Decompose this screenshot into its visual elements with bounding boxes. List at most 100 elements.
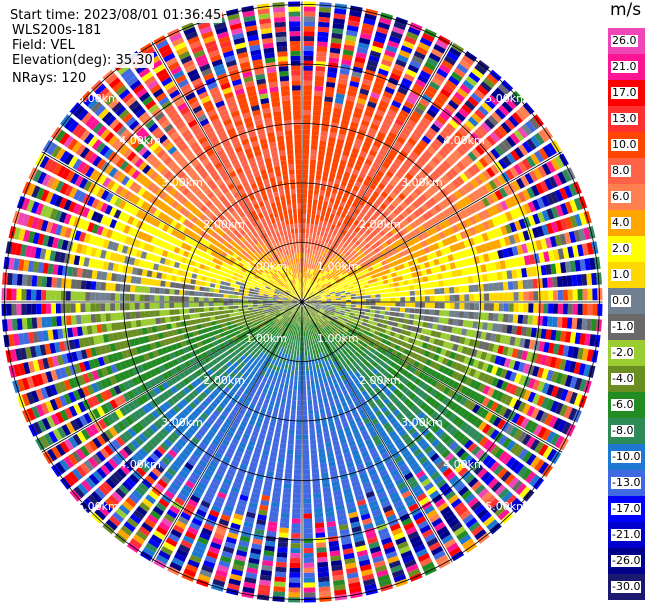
velocity-gate	[346, 502, 356, 509]
velocity-gate	[290, 324, 294, 330]
velocity-gate	[328, 218, 334, 224]
velocity-gate	[379, 100, 389, 108]
velocity-gate	[335, 173, 343, 180]
velocity-gate	[310, 285, 314, 291]
velocity-gate	[298, 370, 302, 376]
velocity-gate	[328, 277, 334, 282]
velocity-gate	[333, 260, 338, 266]
velocity-gate	[335, 269, 340, 274]
velocity-gate	[200, 425, 209, 433]
velocity-gate	[338, 286, 344, 290]
velocity-gate	[238, 441, 247, 449]
velocity-gate	[252, 410, 259, 417]
velocity-gate	[379, 532, 391, 541]
velocity-gate	[376, 569, 389, 578]
velocity-gate	[191, 364, 199, 371]
velocity-gate	[447, 389, 455, 398]
velocity-gate	[357, 339, 364, 345]
velocity-gate	[287, 389, 293, 395]
velocity-gate	[118, 504, 131, 516]
velocity-gate	[384, 389, 392, 397]
velocity-gate	[309, 319, 312, 325]
velocity-gate	[302, 272, 304, 278]
velocity-gate	[315, 214, 320, 221]
velocity-gate	[311, 305, 316, 308]
velocity-gate	[273, 581, 286, 588]
velocity-gate	[539, 411, 549, 424]
velocity-gate	[306, 213, 311, 219]
velocity-gate	[446, 399, 455, 409]
velocity-gate	[527, 378, 536, 389]
velocity-gate	[381, 386, 389, 393]
velocity-gate	[192, 450, 202, 459]
velocity-gate	[396, 246, 403, 253]
velocity-gate	[208, 354, 215, 361]
velocity-gate	[367, 218, 374, 225]
velocity-gate	[311, 130, 319, 136]
velocity-gate	[174, 374, 182, 382]
velocity-gate	[401, 210, 409, 218]
velocity-gate	[294, 304, 299, 309]
velocity-gate	[262, 555, 274, 562]
velocity-gate	[271, 336, 276, 342]
velocity-gate	[219, 401, 227, 409]
velocity-gate	[495, 391, 504, 402]
velocity-gate	[379, 367, 386, 374]
velocity-gate	[478, 341, 485, 350]
velocity-gate	[384, 329, 391, 335]
velocity-gate	[487, 94, 500, 106]
velocity-gate	[438, 231, 446, 240]
velocity-gate	[393, 532, 405, 541]
velocity-gate	[534, 441, 545, 454]
velocity-gate	[359, 124, 368, 132]
velocity-gate	[341, 196, 348, 203]
velocity-gate	[483, 515, 496, 527]
velocity-gate	[337, 407, 344, 415]
velocity-gate	[417, 74, 429, 84]
velocity-gate	[486, 387, 495, 397]
velocity-gate	[464, 303, 470, 310]
velocity-gate	[324, 279, 329, 284]
velocity-gate	[305, 305, 309, 310]
velocity-gate	[318, 448, 325, 454]
velocity-gate	[341, 280, 347, 284]
velocity-gate	[326, 151, 333, 158]
velocity-gate	[287, 444, 294, 450]
velocity-gate	[467, 193, 477, 203]
velocity-gate	[360, 292, 366, 296]
velocity-gate	[347, 506, 357, 514]
velocity-gate	[473, 284, 479, 292]
velocity-gate	[312, 311, 318, 315]
velocity-gate	[340, 417, 348, 424]
velocity-gate	[206, 550, 219, 560]
velocity-gate	[272, 343, 278, 349]
velocity-gate	[122, 500, 134, 512]
velocity-gate	[316, 285, 321, 290]
velocity-gate	[417, 438, 427, 447]
velocity-gate	[573, 197, 583, 211]
velocity-gate	[419, 401, 428, 410]
velocity-gate	[248, 502, 258, 509]
velocity-gate	[573, 362, 582, 375]
velocity-gate	[388, 430, 397, 438]
velocity-gate	[596, 319, 602, 332]
velocity-gate	[312, 473, 320, 479]
velocity-gate	[365, 490, 375, 499]
velocity-gate	[411, 55, 424, 65]
velocity-gate	[255, 355, 262, 362]
velocity-gate	[380, 583, 394, 592]
velocity-gate	[517, 465, 529, 478]
velocity-gate	[361, 256, 368, 262]
velocity-gate	[265, 314, 271, 318]
velocity-gate	[190, 454, 200, 463]
velocity-gate	[435, 554, 449, 565]
velocity-gate	[426, 253, 433, 261]
velocity-gate	[578, 363, 586, 376]
velocity-gate	[422, 322, 429, 328]
velocity-gate	[311, 312, 316, 317]
velocity-gate	[267, 389, 273, 396]
velocity-gate	[522, 450, 533, 463]
velocity-gate	[303, 55, 314, 61]
velocity-gate	[345, 245, 351, 251]
velocity-gate	[406, 119, 417, 128]
